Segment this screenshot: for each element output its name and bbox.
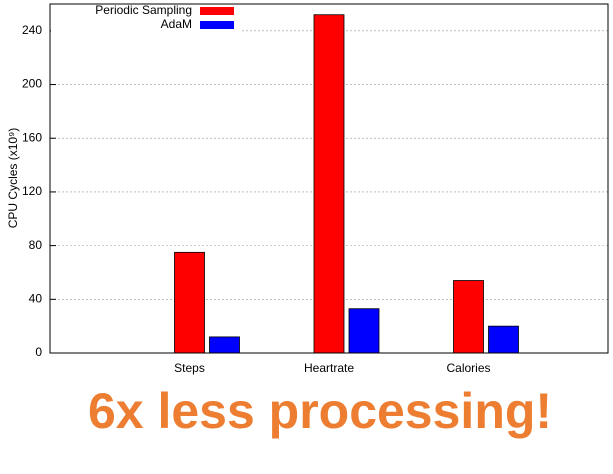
x-tick-label: Calories	[446, 361, 490, 375]
bar	[174, 251, 205, 354]
y-tick-label: 40	[29, 291, 43, 305]
legend-swatch	[200, 7, 234, 15]
x-tick-label: Heartrate	[304, 361, 354, 375]
bar	[453, 280, 484, 354]
annotation: 6x less processing!	[88, 383, 552, 439]
y-tick-label: 200	[22, 77, 42, 91]
bar	[313, 14, 345, 354]
plot-frame	[49, 3, 609, 354]
x-tick-label: Steps	[174, 361, 205, 375]
bar	[209, 336, 240, 354]
bar	[488, 325, 519, 354]
y-tick-label: 120	[22, 184, 42, 198]
legend-label: AdaM	[161, 17, 192, 31]
y-tick-label: 160	[22, 130, 42, 144]
legend-swatch	[200, 21, 234, 29]
y-axis-label: CPU Cycles (x10⁹)	[6, 128, 20, 229]
y-tick-label: 240	[22, 23, 42, 37]
y-tick-label: 80	[29, 238, 43, 252]
legend-label: Periodic Sampling	[95, 3, 192, 17]
y-tick-label: 0	[35, 345, 42, 359]
bar	[348, 308, 380, 354]
